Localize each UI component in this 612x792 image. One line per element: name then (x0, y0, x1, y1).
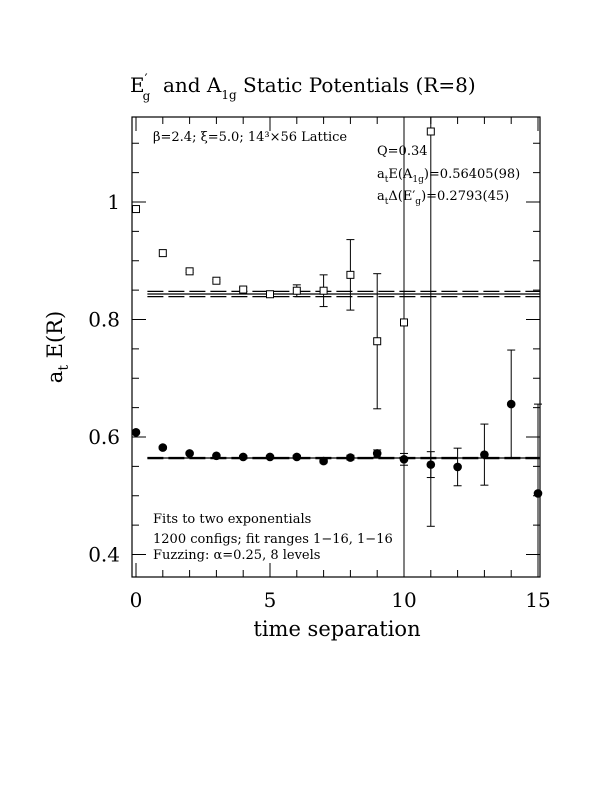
title-e-subscript: g (143, 89, 151, 103)
lattice-annotation: β=2.4; ξ=5.0; 14³×56 Lattice (153, 130, 347, 145)
x-axis-title: time separation (253, 617, 420, 641)
q-annotation: Q=0.34 (377, 144, 428, 159)
data-point-circle (265, 452, 275, 462)
x-tick-label: 10 (391, 588, 416, 612)
title-a-subscript: 1g (221, 88, 237, 102)
y-axis-title-rest: E(R) (43, 311, 67, 365)
title-rest: Static Potentials (R=8) (237, 73, 476, 97)
fits-note-line1: Fits to two exponentials (153, 512, 311, 527)
data-point-square (132, 205, 140, 214)
data-point-circle (453, 462, 462, 472)
fit-a1g-annotation: atE(A1g)=0.56405(98) (377, 167, 520, 185)
data-point-square (239, 285, 248, 294)
y-axis-title: at E(R) (43, 311, 72, 383)
title-middle: and A (150, 73, 222, 97)
data-point-circle (480, 450, 489, 459)
title-prime: ′ (145, 72, 148, 87)
data-point-square (319, 286, 328, 295)
chart-title: E′ g and A1g Static Potentials (R=8) (130, 72, 476, 103)
data-point-square (266, 290, 274, 299)
data-point-circle (238, 452, 248, 462)
data-point-square (426, 127, 435, 136)
x-tick-label: 15 (525, 588, 550, 612)
data-point-circle (506, 399, 516, 409)
fits-note-line3: Fuzzing: α=0.25, 8 levels (153, 548, 320, 563)
data-point-circle (319, 456, 328, 466)
data-point-square (400, 318, 408, 327)
data-point-square (292, 286, 301, 295)
axis-ticks (132, 117, 540, 577)
data-point-circle (372, 449, 382, 458)
data-point-circle (292, 452, 302, 462)
data-point-circle (158, 443, 168, 452)
x-tick-label: 0 (130, 588, 143, 612)
y-tick-labels: 0.4 0.6 0.8 1 (88, 190, 120, 567)
y-tick-label: 0.8 (88, 308, 120, 332)
x-tick-labels: 0 5 10 15 (130, 588, 551, 612)
svg-text:E′g and A1g Static Potentials: E′ g and A1g Static Potentials (R=8) (130, 72, 476, 103)
title-e: E (130, 73, 145, 97)
fit-eg-annotation: atΔ(E′g)=0.2793(45) (377, 189, 509, 207)
data-point-circle (212, 451, 221, 461)
data-points (131, 117, 543, 577)
plot-frame (131, 116, 541, 578)
fit-lines (147, 290, 540, 460)
data-point-circle (346, 453, 355, 462)
x-tick-label: 5 (264, 588, 277, 612)
y-tick-label: 0.4 (88, 543, 120, 567)
data-point-square (373, 337, 382, 346)
y-axis-title-subscript: t (56, 365, 72, 371)
y-axis-title-a: a (43, 371, 67, 384)
fits-note-line2: 1200 configs; fit ranges 1−16, 1−16 (153, 532, 393, 547)
data-point-square (346, 270, 355, 279)
data-point-square (212, 276, 221, 285)
y-tick-label: 1 (107, 190, 120, 214)
data-point-circle (533, 489, 543, 498)
data-point-circle (185, 449, 194, 458)
y-tick-label: 0.6 (88, 425, 120, 449)
data-point-square (185, 267, 194, 276)
data-point-circle (131, 428, 141, 437)
data-point-square (158, 249, 167, 258)
